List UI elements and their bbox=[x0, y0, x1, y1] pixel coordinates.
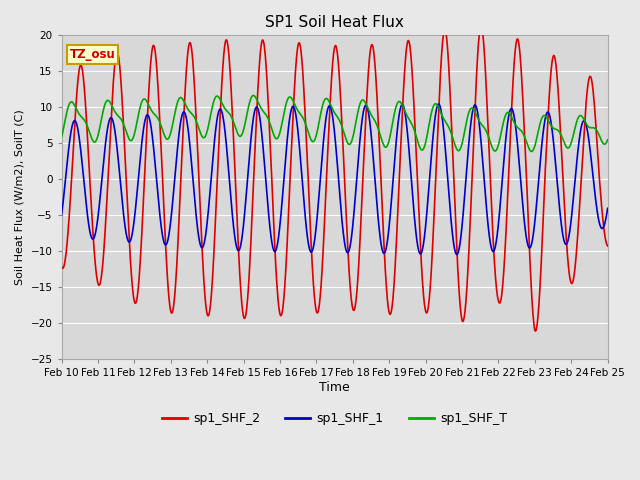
Text: TZ_osu: TZ_osu bbox=[70, 48, 116, 61]
X-axis label: Time: Time bbox=[319, 381, 350, 394]
Line: sp1_SHF_2: sp1_SHF_2 bbox=[61, 26, 607, 331]
Line: sp1_SHF_T: sp1_SHF_T bbox=[61, 96, 607, 152]
sp1_SHF_T bbox=[604, 137, 611, 143]
sp1_SHF_1 bbox=[323, 109, 331, 115]
Title: SP1 Soil Heat Flux: SP1 Soil Heat Flux bbox=[265, 15, 404, 30]
sp1_SHF_1 bbox=[435, 101, 442, 107]
sp1_SHF_2 bbox=[488, 210, 495, 216]
sp1_SHF_T bbox=[86, 129, 93, 135]
sp1_SHF_2 bbox=[86, 170, 93, 176]
sp1_SHF_2 bbox=[604, 243, 611, 249]
sp1_SHF_2 bbox=[58, 264, 65, 270]
sp1_SHF_1 bbox=[86, 226, 93, 232]
sp1_SHF_1 bbox=[588, 164, 596, 170]
sp1_SHF_T bbox=[588, 125, 596, 131]
sp1_SHF_2 bbox=[477, 24, 485, 29]
sp1_SHF_T bbox=[589, 125, 596, 131]
sp1_SHF_2 bbox=[308, 269, 316, 275]
Line: sp1_SHF_1: sp1_SHF_1 bbox=[61, 104, 607, 254]
sp1_SHF_T bbox=[309, 139, 317, 144]
sp1_SHF_1 bbox=[308, 247, 316, 253]
sp1_SHF_1 bbox=[488, 247, 496, 253]
sp1_SHF_1 bbox=[589, 167, 596, 173]
sp1_SHF_T bbox=[324, 96, 332, 102]
Legend: sp1_SHF_2, sp1_SHF_1, sp1_SHF_T: sp1_SHF_2, sp1_SHF_1, sp1_SHF_T bbox=[157, 407, 512, 430]
sp1_SHF_2 bbox=[589, 82, 596, 87]
Y-axis label: Soil Heat Flux (W/m2), SoilT (C): Soil Heat Flux (W/m2), SoilT (C) bbox=[15, 109, 25, 285]
sp1_SHF_1 bbox=[58, 212, 65, 218]
sp1_SHF_T bbox=[250, 93, 257, 98]
sp1_SHF_1 bbox=[453, 252, 461, 257]
sp1_SHF_2 bbox=[323, 162, 331, 168]
sp1_SHF_1 bbox=[604, 205, 611, 211]
sp1_SHF_2 bbox=[532, 328, 540, 334]
sp1_SHF_T bbox=[58, 134, 65, 140]
sp1_SHF_2 bbox=[588, 80, 596, 85]
sp1_SHF_T bbox=[527, 149, 535, 155]
sp1_SHF_T bbox=[488, 144, 495, 149]
